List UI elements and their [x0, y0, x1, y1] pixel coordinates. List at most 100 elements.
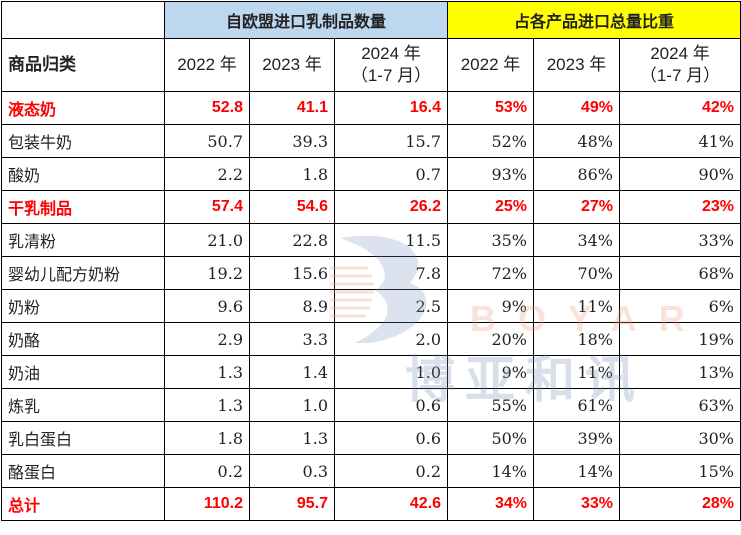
cell-qty-2024: 2.0 — [334, 322, 448, 356]
cell-share-2024: 30% — [619, 421, 741, 455]
table-row: 包装牛奶 50.7 39.3 15.7 52% 48% 41% — [1, 124, 741, 158]
table-body: 液态奶 52.8 41.1 16.4 53% 49% 42% 包装牛奶 50.7 39.3 15.7… — [1, 91, 741, 521]
cell-share-2024: 33% — [619, 223, 741, 257]
cell-qty-2022: 110.2 — [164, 487, 250, 521]
cell-share-2024: 23% — [619, 190, 741, 224]
row-category-name: 奶粉 — [1, 289, 165, 323]
cell-share-2022: 53% — [447, 91, 534, 125]
cell-share-2022: 34% — [447, 487, 534, 521]
header-qty-2022: 2022 年 — [164, 38, 250, 92]
cell-qty-2023: 22.8 — [249, 223, 335, 257]
cell-share-2023: 49% — [533, 91, 620, 125]
table-row: 酸奶 2.2 1.8 0.7 93% 86% 90% — [1, 157, 741, 191]
table-row: 奶油 1.3 1.4 1.0 9% 11% 13% — [1, 355, 741, 389]
table-row: 酪蛋白 0.2 0.3 0.2 14% 14% 15% — [1, 454, 741, 488]
row-category-name: 液态奶 — [1, 91, 165, 125]
cell-share-2022: 72% — [447, 256, 534, 290]
cell-qty-2023: 1.3 — [249, 421, 335, 455]
row-category-name: 干乳制品 — [1, 190, 165, 224]
cell-share-2022: 55% — [447, 388, 534, 422]
table-row: 奶酪 2.9 3.3 2.0 20% 18% 19% — [1, 322, 741, 356]
cell-share-2022: 52% — [447, 124, 534, 158]
cell-qty-2023: 1.8 — [249, 157, 335, 191]
group-header-row: 自欧盟进口乳制品数量 占各产品进口总量比重 — [1, 1, 741, 39]
cell-share-2024: 68% — [619, 256, 741, 290]
table-row: 婴幼儿配方奶粉 19.2 15.6 7.8 72% 70% 68% — [1, 256, 741, 290]
cell-share-2024: 42% — [619, 91, 741, 125]
cell-qty-2023: 3.3 — [249, 322, 335, 356]
cell-share-2022: 20% — [447, 322, 534, 356]
header-share-2024-year: 2024 年 — [650, 44, 710, 63]
header-qty-2024-period: （1-7 月） — [350, 66, 432, 85]
cell-share-2023: 86% — [533, 157, 620, 191]
cell-share-2023: 39% — [533, 421, 620, 455]
cell-share-2023: 70% — [533, 256, 620, 290]
cell-share-2023: 27% — [533, 190, 620, 224]
table-row: 炼乳 1.3 1.0 0.6 55% 61% 63% — [1, 388, 741, 422]
cell-share-2023: 33% — [533, 487, 620, 521]
table-row: 乳清粉 21.0 22.8 11.5 35% 34% 33% — [1, 223, 741, 257]
table-row: 总计 110.2 95.7 42.6 34% 33% 28% — [1, 487, 741, 521]
cell-share-2024: 63% — [619, 388, 741, 422]
header-qty-2024: 2024 年 （1-7 月） — [334, 38, 448, 92]
cell-share-2023: 11% — [533, 289, 620, 323]
cell-qty-2024: 16.4 — [334, 91, 448, 125]
cell-share-2022: 14% — [447, 454, 534, 488]
cell-qty-2024: 1.0 — [334, 355, 448, 389]
cell-share-2023: 14% — [533, 454, 620, 488]
cell-share-2022: 9% — [447, 289, 534, 323]
cell-share-2024: 19% — [619, 322, 741, 356]
cell-qty-2024: 26.2 — [334, 190, 448, 224]
cell-share-2024: 13% — [619, 355, 741, 389]
cell-qty-2024: 15.7 — [334, 124, 448, 158]
cell-qty-2022: 9.6 — [164, 289, 250, 323]
cell-share-2024: 6% — [619, 289, 741, 323]
row-category-name: 乳清粉 — [1, 223, 165, 257]
header-blank-cell — [1, 1, 165, 39]
cell-qty-2023: 39.3 — [249, 124, 335, 158]
row-category-name: 乳白蛋白 — [1, 421, 165, 455]
column-header-row: 商品归类 2022 年 2023 年 2024 年（1-7 月） 2022 年 … — [1, 38, 741, 92]
header-share-2023: 2023 年 — [533, 38, 620, 92]
row-category-name: 炼乳 — [1, 388, 165, 422]
cell-qty-2022: 19.2 — [164, 256, 250, 290]
header-share-2022: 2022 年 — [447, 38, 534, 92]
header-eu-import-quantity: 自欧盟进口乳制品数量 — [164, 1, 448, 39]
cell-qty-2024: 0.6 — [334, 388, 448, 422]
cell-qty-2023: 95.7 — [249, 487, 335, 521]
cell-qty-2023: 54.6 — [249, 190, 335, 224]
row-category-name: 奶油 — [1, 355, 165, 389]
cell-qty-2024: 2.5 — [334, 289, 448, 323]
cell-share-2022: 25% — [447, 190, 534, 224]
header-import-share: 占各产品进口总量比重 — [447, 1, 741, 39]
cell-share-2023: 61% — [533, 388, 620, 422]
table-row: 乳白蛋白 1.8 1.3 0.6 50% 39% 30% — [1, 421, 741, 455]
cell-share-2024: 41% — [619, 124, 741, 158]
cell-share-2024: 28% — [619, 487, 741, 521]
cell-qty-2024: 0.7 — [334, 157, 448, 191]
cell-share-2023: 34% — [533, 223, 620, 257]
cell-qty-2022: 2.9 — [164, 322, 250, 356]
row-category-name: 奶酪 — [1, 322, 165, 356]
header-qty-2023: 2023 年 — [249, 38, 335, 92]
cell-qty-2023: 1.0 — [249, 388, 335, 422]
cell-qty-2024: 42.6 — [334, 487, 448, 521]
cell-share-2024: 90% — [619, 157, 741, 191]
row-category-name: 总计 — [1, 487, 165, 521]
cell-qty-2023: 15.6 — [249, 256, 335, 290]
cell-qty-2022: 1.3 — [164, 355, 250, 389]
header-share-2024: 2024 年 （1-7 月） — [619, 38, 741, 92]
cell-share-2022: 50% — [447, 421, 534, 455]
cell-qty-2022: 2.2 — [164, 157, 250, 191]
cell-qty-2023: 0.3 — [249, 454, 335, 488]
cell-share-2022: 9% — [447, 355, 534, 389]
cell-qty-2024: 11.5 — [334, 223, 448, 257]
cell-qty-2022: 52.8 — [164, 91, 250, 125]
row-category-name: 婴幼儿配方奶粉 — [1, 256, 165, 290]
header-category: 商品归类 — [1, 38, 165, 92]
cell-share-2023: 48% — [533, 124, 620, 158]
cell-share-2023: 18% — [533, 322, 620, 356]
cell-qty-2022: 57.4 — [164, 190, 250, 224]
cell-qty-2022: 0.2 — [164, 454, 250, 488]
cell-qty-2024: 0.6 — [334, 421, 448, 455]
